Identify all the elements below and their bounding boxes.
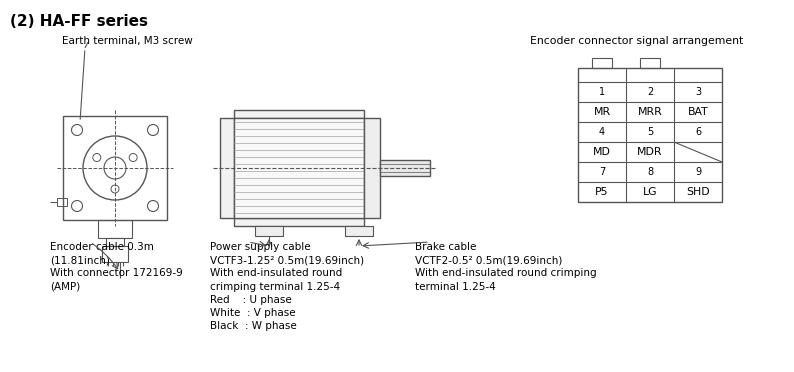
Text: 7: 7 [599, 167, 605, 177]
Bar [234, 110, 364, 118]
Text: 6: 6 [695, 127, 701, 137]
Text: 4: 4 [599, 127, 605, 137]
Text: Power supply cable
VCTF3-1.25² 0.5m(19.69inch)
With end-insulated round
crimping: Power supply cable VCTF3-1.25² 0.5m(19.6… [210, 242, 364, 331]
Bar [98, 220, 132, 238]
Text: SHD: SHD [686, 187, 710, 197]
Text: Earth terminal, M3 screw: Earth terminal, M3 screw [62, 36, 193, 46]
Text: Encoder cable 0.3m
(11.81inch)
With connector 172169-9
(AMP): Encoder cable 0.3m (11.81inch) With conn… [50, 242, 183, 292]
Bar [106, 238, 124, 246]
Text: 2: 2 [647, 87, 653, 97]
Bar [578, 68, 722, 202]
Text: Encoder connector signal arrangement: Encoder connector signal arrangement [530, 36, 743, 46]
Bar [234, 118, 364, 218]
Text: 9: 9 [695, 167, 701, 177]
Bar [234, 218, 364, 226]
Text: 5: 5 [647, 127, 653, 137]
Text: 8: 8 [647, 167, 653, 177]
Bar [592, 58, 612, 68]
Text: MD: MD [593, 147, 611, 157]
Bar [255, 226, 283, 236]
Text: MRR: MRR [638, 107, 662, 117]
Bar [102, 246, 128, 262]
Bar [220, 118, 234, 218]
Text: 3: 3 [695, 87, 701, 97]
Text: 1: 1 [599, 87, 605, 97]
Bar [345, 226, 373, 236]
Text: MR: MR [593, 107, 611, 117]
Text: MDR: MDR [638, 147, 663, 157]
Text: LG: LG [643, 187, 657, 197]
Bar [63, 116, 167, 220]
Bar [57, 198, 67, 206]
Bar [380, 160, 430, 176]
Text: BAT: BAT [688, 107, 708, 117]
Bar [364, 118, 380, 218]
Text: (2) HA-FF series: (2) HA-FF series [10, 14, 148, 29]
Text: Brake cable
VCTF2-0.5² 0.5m(19.69inch)
With end-insulated round crimping
termina: Brake cable VCTF2-0.5² 0.5m(19.69inch) W… [415, 242, 596, 292]
Bar [640, 58, 660, 68]
Text: P5: P5 [596, 187, 609, 197]
